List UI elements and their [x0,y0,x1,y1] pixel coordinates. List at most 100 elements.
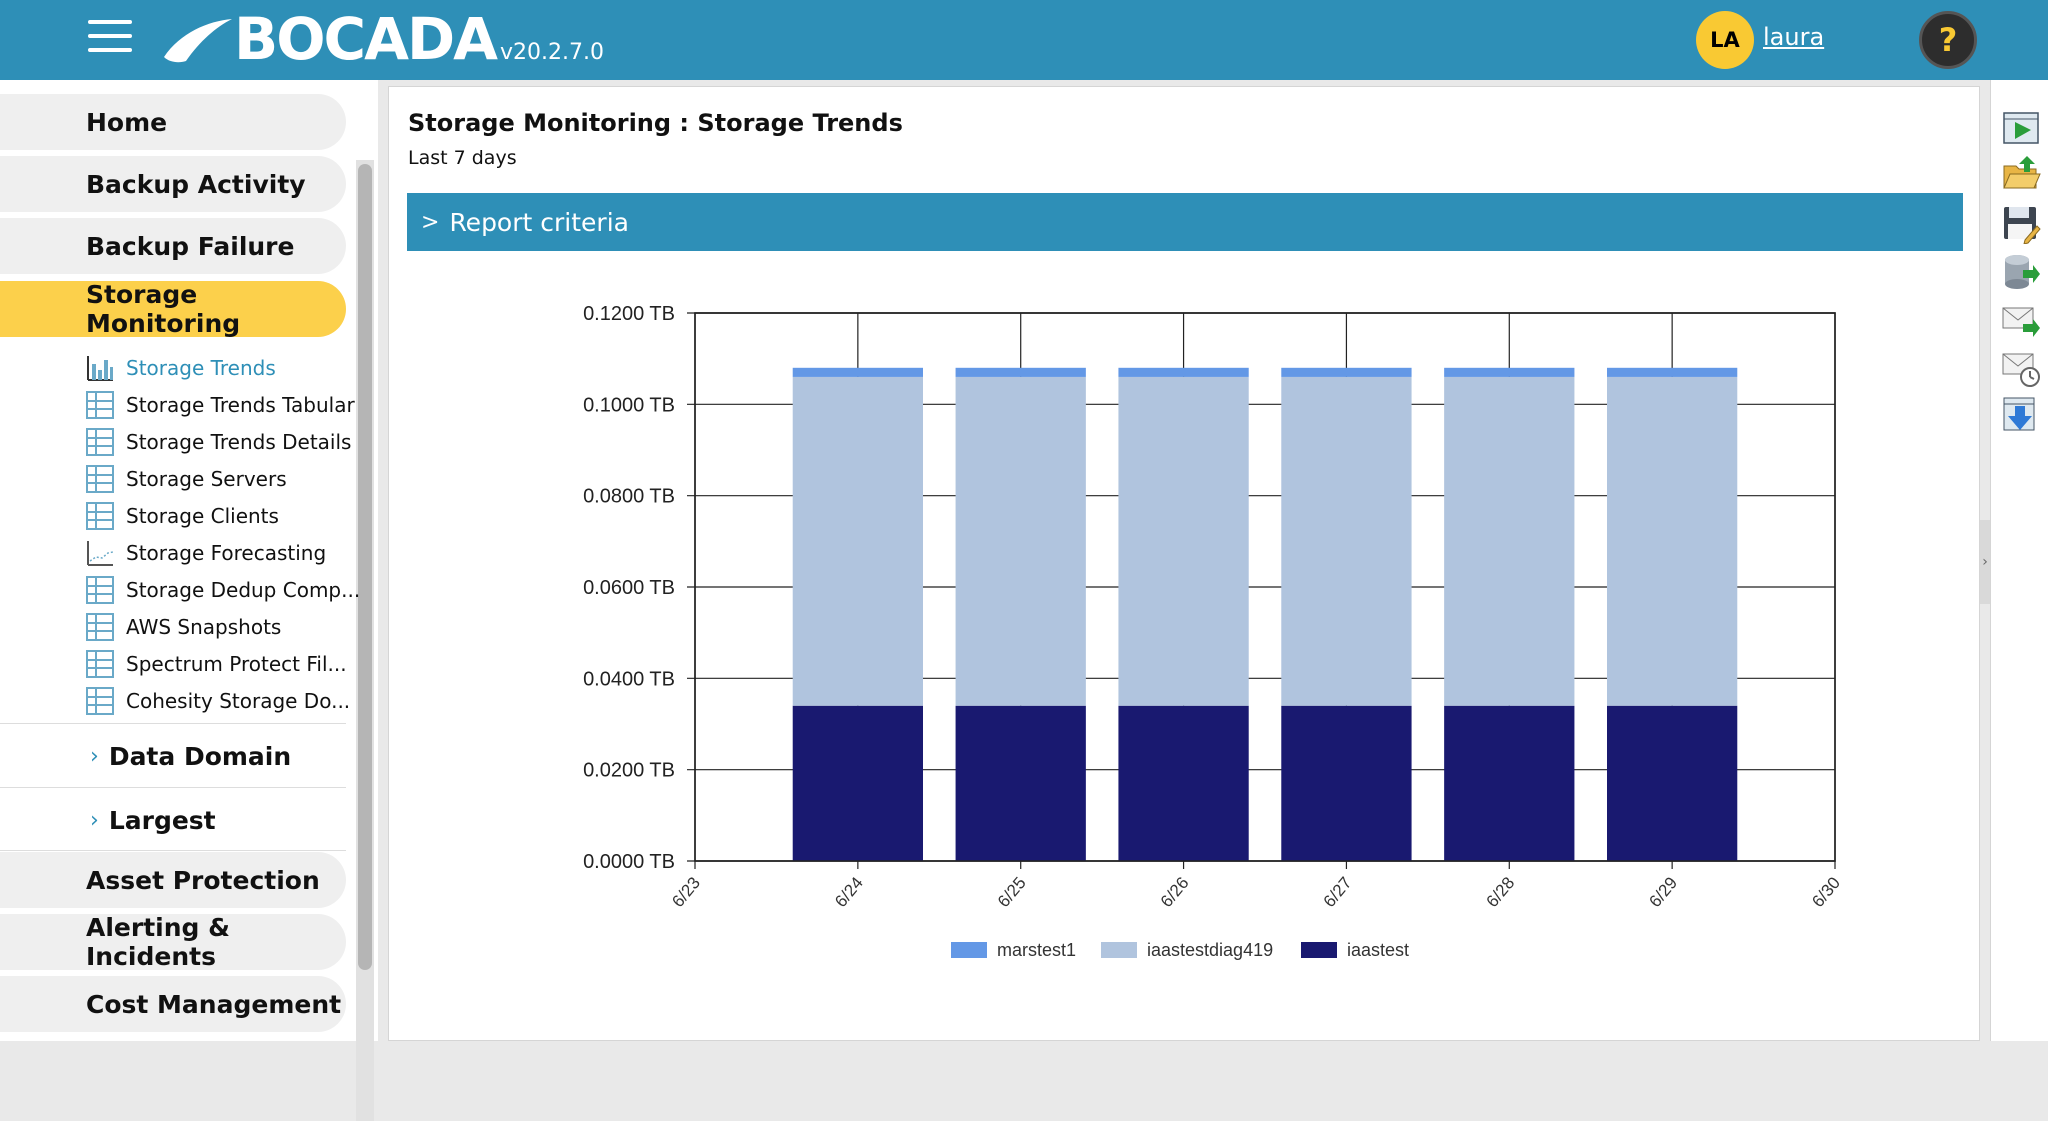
divider [0,723,346,724]
chevron-right-icon: > [421,209,440,235]
sidebar-group-label: Data Domain [108,741,292,771]
bar-iaastestdiag419-6-28 [1444,376,1575,706]
bar-marstest1-6-25 [955,367,1086,377]
hamburger-menu-icon[interactable] [88,20,132,56]
sidebar-subitem-spectrum-protect-fil[interactable]: Spectrum Protect Fil... [86,647,347,681]
sidebar-subitem-storage-trends-details[interactable]: Storage Trends Details [86,425,351,459]
bar-iaastest-6-24 [792,705,923,861]
x-tick-label: 6/28 [1483,873,1519,911]
sidebar-subitem-label: Storage Servers [126,467,287,491]
plot-border [694,312,1836,862]
line-chart-icon [86,539,114,567]
storage-trends-chart: 0.0000 TB 0.0200 TB 0.0400 TB 0.0600 TB 0.08… [583,303,1844,960]
app-header: BOCADA v20.2.7.0 LA laura ? [0,0,2048,80]
sidebar-subitem-storage-clients[interactable]: Storage Clients [86,499,346,533]
sidebar-subitem-storage-servers[interactable]: Storage Servers [86,462,346,496]
sidebar-item-backup-activity[interactable]: Backup Activity [0,156,346,212]
x-tick-label: 6/30 [1808,873,1844,911]
sidebar-group-label: Largest [108,805,216,835]
y-tick-label: 0.0400 TB [583,668,675,690]
username-link[interactable]: laura [1763,23,1825,51]
bar-iaastest-6-27 [1281,705,1412,861]
download-icon[interactable] [2001,396,2041,436]
bar-iaastest-6-29 [1607,705,1738,861]
sidebar-item-cost-management[interactable]: Cost Management [0,976,346,1032]
x-tick-label: 6/24 [831,873,867,911]
export-database-icon[interactable] [2001,252,2041,292]
sidebar-item-alerting-incidents[interactable]: Alerting & Incidents [0,913,346,971]
bocada-logo[interactable]: BOCADA [160,5,498,73]
bar-iaastestdiag419-6-27 [1281,376,1412,706]
save-edit-icon[interactable] [2001,204,2041,245]
bar-marstest1-6-29 [1607,367,1738,377]
chevron-right-icon: › [90,807,99,833]
sidebar-subitem-storage-trends-tabular[interactable]: Storage Trends Tabular [86,388,355,422]
table-icon [86,687,114,715]
bar-iaastest-6-26 [1118,705,1249,861]
legend-label: marstest1 [997,940,1076,960]
sidebar-item-backup-failure[interactable]: Backup Failure [0,218,346,274]
bar-iaastestdiag419-6-24 [792,376,923,706]
sidebar-subitem-label: Storage Forecasting [126,541,327,565]
x-tick-label: 6/27 [1320,873,1356,911]
bar-iaastestdiag419-6-26 [1118,376,1249,706]
legend-swatch [951,942,987,958]
avatar[interactable]: LA [1696,11,1754,69]
swoosh-icon [164,19,232,63]
bar-marstest1-6-28 [1444,367,1575,377]
sidebar-item-asset-protection[interactable]: Asset Protection [0,852,346,908]
sidebar-subitem-label: Storage Dedup Comp... [126,578,361,602]
email-schedule-icon[interactable] [2001,348,2041,388]
bar-marstest1-6-27 [1281,367,1412,377]
sidebar-subitem-aws-snapshots[interactable]: AWS Snapshots [86,610,346,644]
report-criteria-toggle[interactable]: > Report criteria [407,193,1963,251]
sidebar-item-storage-monitoring[interactable]: Storage Monitoring [0,280,346,338]
divider [0,787,346,788]
y-tick-label: 0.1000 TB [583,394,675,416]
table-icon [86,428,114,456]
sidebar-scrollbar[interactable] [358,164,372,970]
bar-chart-icon [86,354,114,382]
y-tick-label: 0.0200 TB [583,760,675,782]
y-tick-label: 0.1200 TB [583,303,675,325]
sidebar-group-data-domain[interactable]: › Data Domain [90,728,350,784]
collapse-handle[interactable]: › [1980,520,1990,604]
x-tick-label: 6/25 [994,873,1030,911]
email-send-icon[interactable] [2001,300,2041,340]
run-report-icon[interactable] [2001,108,2041,148]
help-icon[interactable]: ? [1919,11,1977,69]
legend-label: iaastestdiag419 [1147,940,1273,960]
table-icon [86,576,114,604]
x-tick-label: 6/23 [668,873,704,911]
table-icon [86,502,114,530]
y-tick-label: 0.0000 TB [583,851,675,873]
version-label: v20.2.7.0 [500,40,604,65]
report-criteria-label: Report criteria [449,207,629,237]
chevron-right-icon: › [90,743,99,769]
sidebar-item-home[interactable]: Home [0,94,346,150]
logo-text: BOCADA [234,5,498,73]
bar-iaastestdiag419-6-29 [1607,376,1738,706]
table-icon [86,465,114,493]
legend-swatch [1301,942,1337,958]
sidebar-subitem-cohesity-storage-do[interactable]: Cohesity Storage Do... [86,684,350,718]
sidebar-subitem-label: Storage Trends [126,356,276,380]
table-icon [86,391,114,419]
table-icon [86,613,114,641]
bar-iaastest-6-28 [1444,705,1575,861]
bar-iaastest-6-25 [955,705,1086,861]
right-toolbar [1990,80,2048,1041]
sidebar-subitem-label: Cohesity Storage Do... [126,689,351,713]
sidebar-subitem-storage-trends[interactable]: Storage Trends [86,351,346,385]
page-subtitle: Last 7 days [408,147,517,169]
sidebar-subitem-storage-forecasting[interactable]: Storage Forecasting [86,536,346,570]
legend-swatch [1101,942,1137,958]
sidebar-subitem-label: Storage Trends Details [126,430,352,454]
x-tick-label: 6/26 [1157,873,1193,911]
sidebar: Home Backup Activity Backup Failure Storage… [0,80,378,1121]
sidebar-group-largest[interactable]: › Largest [90,792,350,848]
page-title: Storage Monitoring : Storage Trends [408,109,903,137]
sidebar-subitem-storage-dedup-comp[interactable]: Storage Dedup Comp... [86,573,360,607]
table-icon [86,650,114,678]
open-folder-icon[interactable] [2001,154,2041,194]
